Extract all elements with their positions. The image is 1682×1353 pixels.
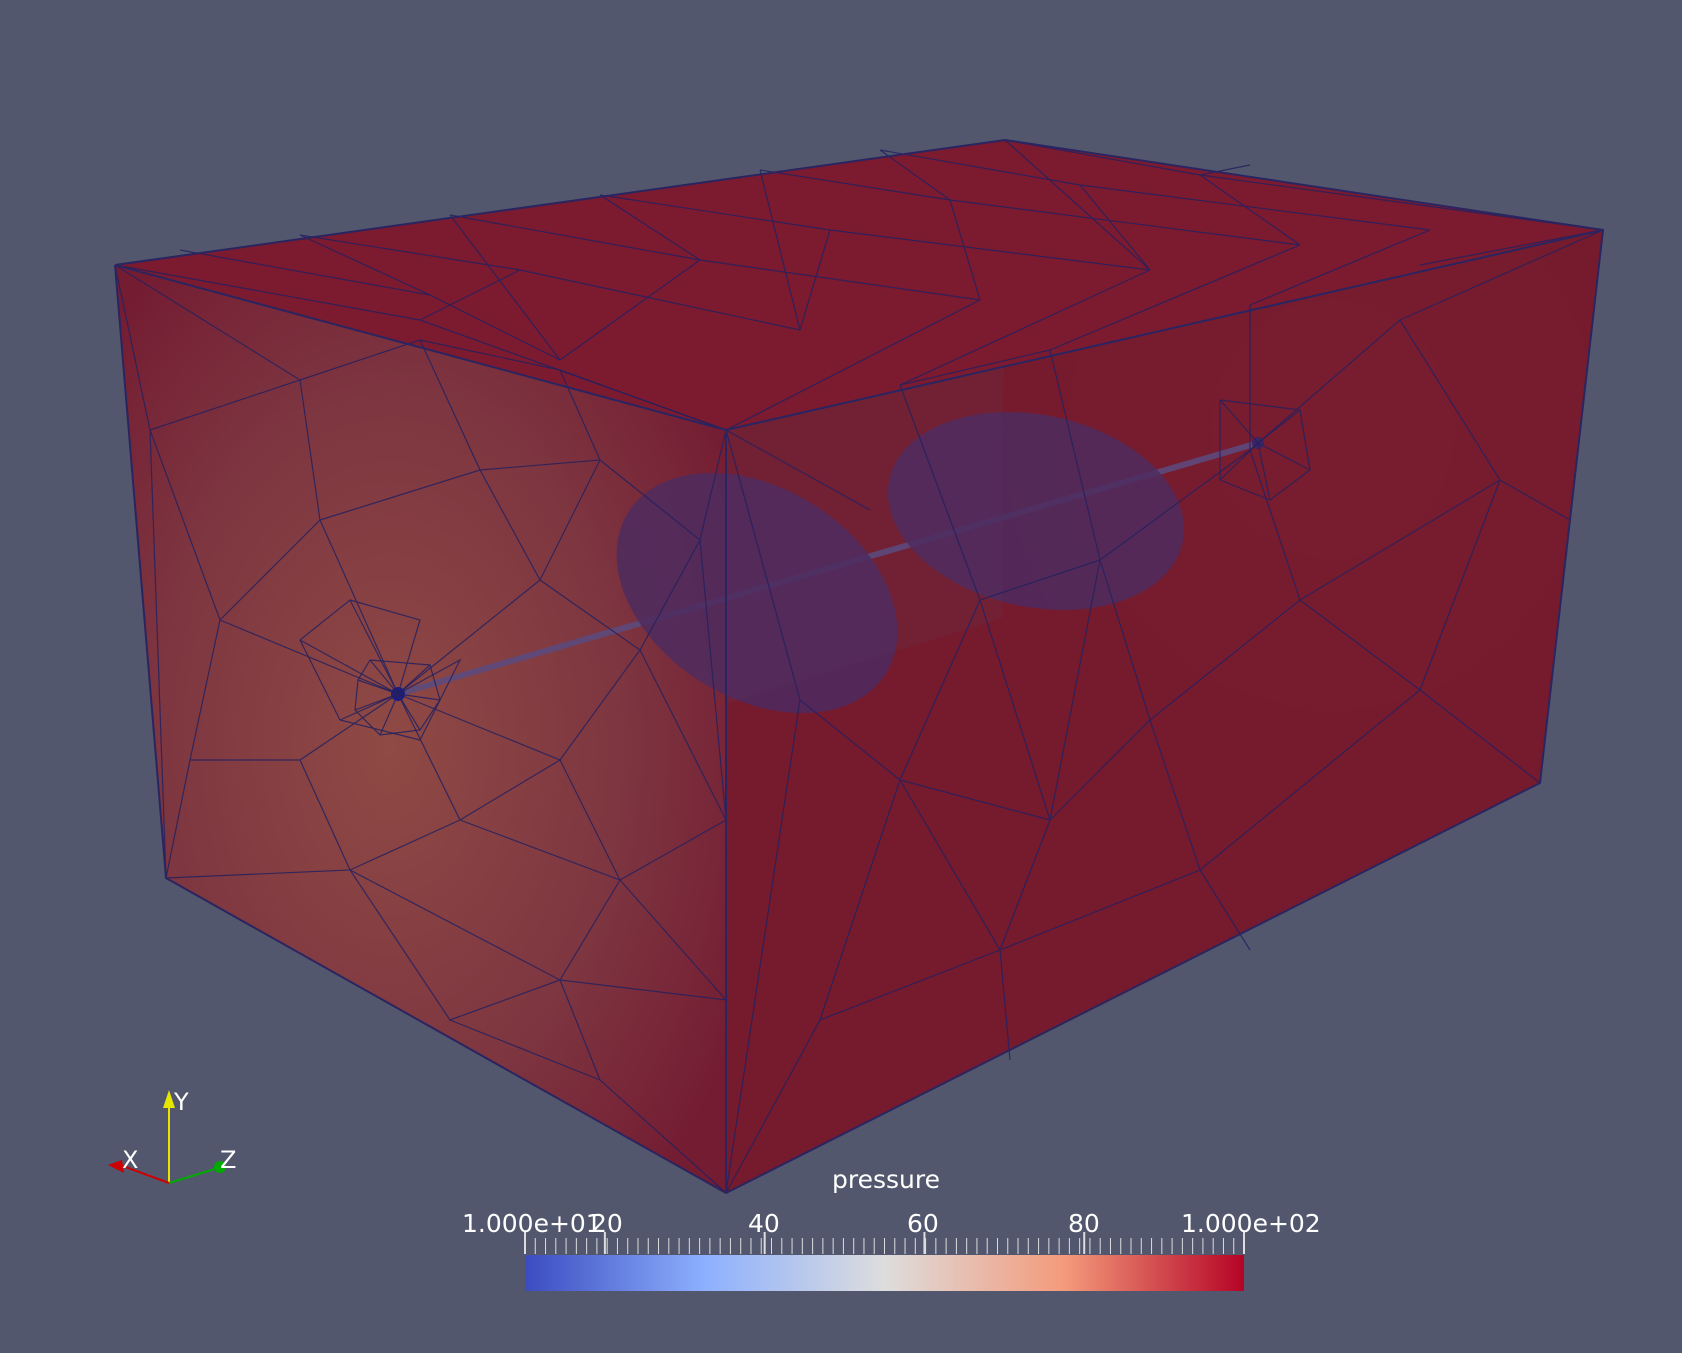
box-edges [114, 138, 1605, 1195]
colorbar[interactable] [524, 1232, 1245, 1291]
x-axis-arrow-icon [108, 1160, 124, 1173]
colorbar-label-80: 80 [1068, 1209, 1100, 1238]
z-axis-label: Z [220, 1146, 237, 1174]
colorbar-title: pressure [832, 1165, 940, 1194]
y-axis-arrow-icon [163, 1090, 175, 1108]
colorbar-ticks [524, 1232, 1245, 1254]
y-axis-label: Y [174, 1088, 189, 1116]
colorbar-label-20: 20 [591, 1209, 623, 1238]
colorbar-label-min: 1.000e+01 [462, 1209, 602, 1238]
colorbar-label-40: 40 [748, 1209, 780, 1238]
colorbar-label-60: 60 [907, 1209, 939, 1238]
colorbar-label-max: 1.000e+02 [1181, 1209, 1321, 1238]
colorbar-gradient [525, 1255, 1244, 1291]
box-top-face [115, 140, 1603, 430]
z-axis-line [168, 1167, 219, 1184]
mesh-wireframe [114, 139, 1604, 1194]
orientation-axes [108, 1090, 226, 1184]
x-axis-label: X [122, 1146, 139, 1174]
z-axis-arrow-icon [214, 1161, 226, 1173]
x-axis-line [119, 1164, 170, 1184]
box-mesh [114, 138, 1605, 1195]
inclusion-left [616, 472, 898, 714]
inclusion-right [887, 412, 1185, 610]
